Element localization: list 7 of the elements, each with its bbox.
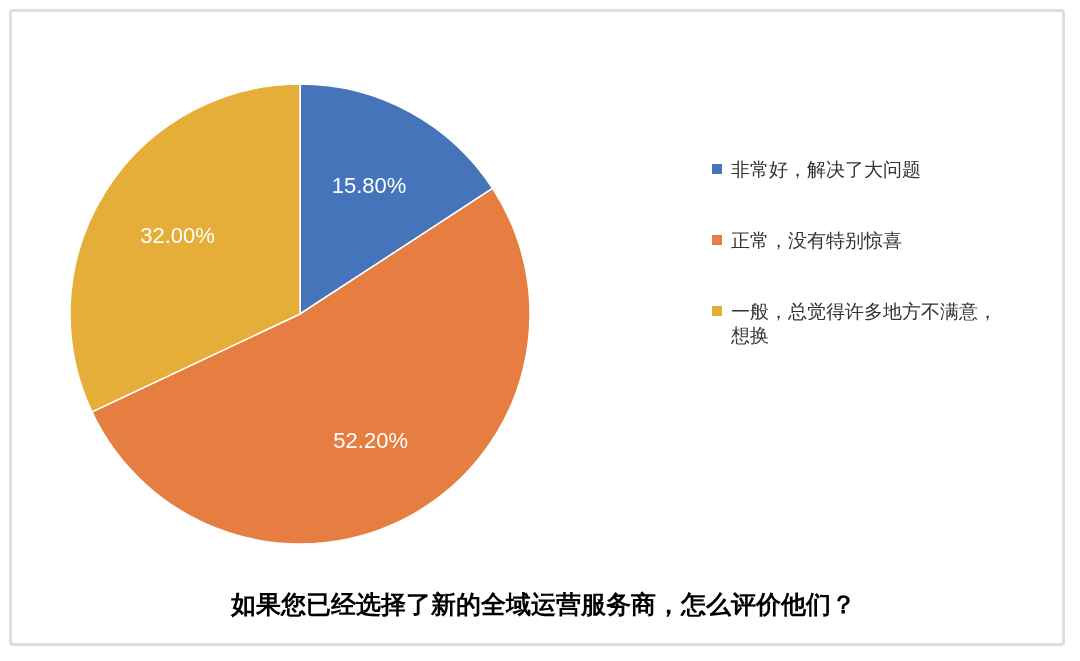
data-label: 52.20%: [333, 427, 408, 453]
legend-label: 正常，没有特别惊喜: [731, 228, 902, 251]
data-label: 15.80%: [331, 173, 407, 199]
legend-label: 非常好，解决了大问题: [731, 157, 921, 180]
text: 如果您已经选择了新的全域运营服务商，怎么评价他们？: [229, 590, 856, 619]
data-label: 32.00%: [140, 223, 215, 249]
legend-label: 一般，总觉得许多地方不满意，想换: [730, 299, 997, 346]
